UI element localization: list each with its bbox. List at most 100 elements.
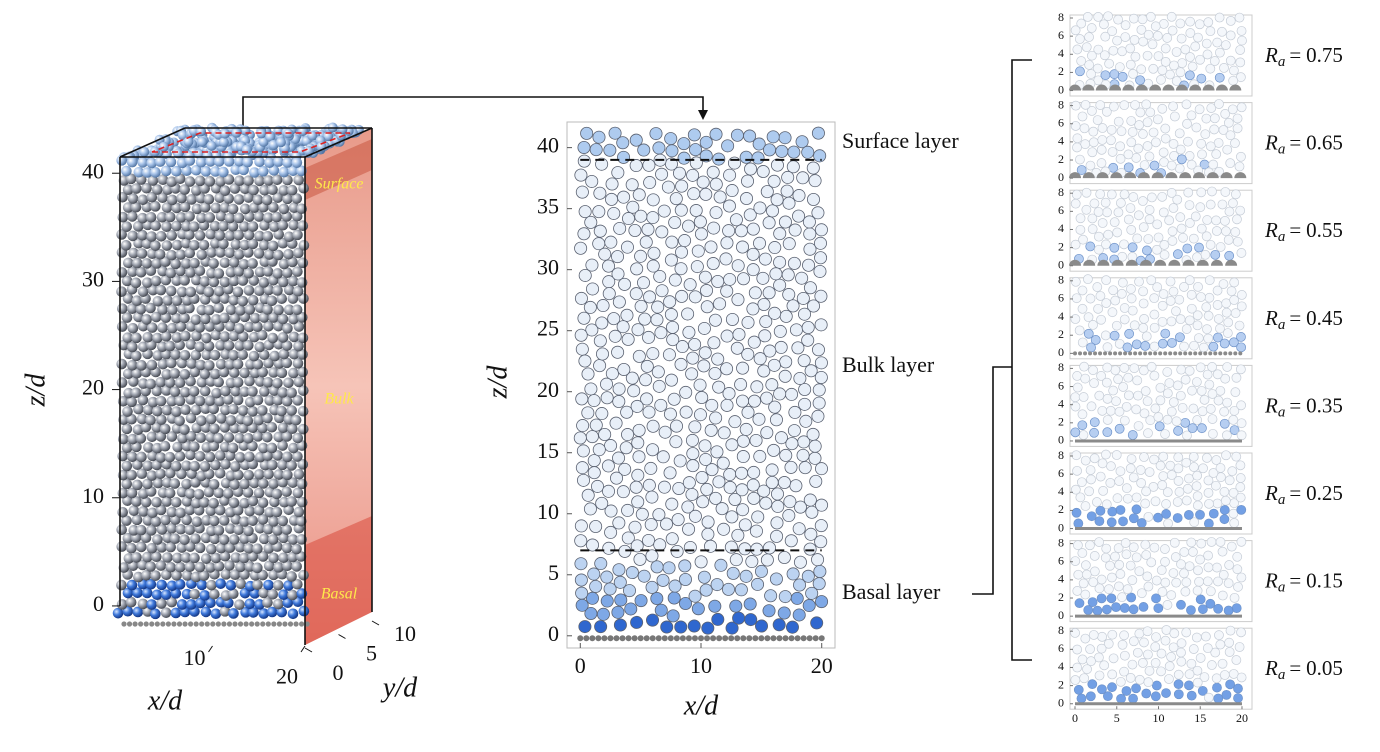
particle (1236, 332, 1246, 342)
particle (665, 532, 679, 546)
particle (1214, 630, 1224, 641)
particle (1207, 660, 1217, 670)
particle (1225, 625, 1236, 636)
x-tick-label: 10 (690, 653, 712, 678)
particle (1139, 452, 1149, 462)
particle (1188, 644, 1199, 654)
particle (145, 578, 157, 590)
particle (254, 469, 265, 480)
particle (1213, 603, 1223, 614)
particle (808, 451, 822, 465)
particle (262, 377, 274, 388)
base-particle (154, 621, 160, 627)
particle (121, 423, 133, 435)
particle (166, 431, 178, 442)
base-particle (649, 635, 656, 642)
symbol: R (1264, 43, 1278, 67)
bracket (972, 366, 1012, 595)
particle (1235, 492, 1246, 503)
particle (1166, 652, 1176, 662)
particle (1166, 406, 1177, 417)
particle (814, 318, 828, 332)
particle (1159, 249, 1170, 260)
base-bump (1213, 351, 1218, 356)
particle (804, 364, 818, 378)
particle (642, 405, 656, 419)
particle (156, 598, 167, 609)
particle (157, 265, 168, 277)
y-tick-label: 40 (537, 133, 559, 158)
particle (744, 162, 758, 176)
particle (587, 454, 601, 468)
particle (1105, 560, 1115, 571)
y-tick-label: 4 (1058, 484, 1064, 498)
particle (118, 562, 130, 573)
particle (1156, 74, 1166, 85)
particle (238, 552, 250, 564)
particle (1125, 203, 1136, 213)
particle (1155, 382, 1166, 393)
particle (696, 175, 710, 189)
base-particle (595, 635, 602, 642)
particle (117, 303, 128, 314)
particle (156, 414, 167, 425)
particle (1094, 244, 1104, 255)
particle (243, 175, 254, 186)
particle (1186, 537, 1197, 548)
particle (770, 158, 784, 172)
particle (1101, 449, 1111, 460)
particle (292, 358, 304, 369)
particle (265, 131, 276, 142)
particle (714, 558, 728, 572)
particle (291, 157, 303, 168)
particle (1089, 427, 1099, 438)
particle (621, 503, 635, 517)
symbol: R (1264, 393, 1278, 417)
particle (288, 331, 300, 343)
particle (650, 313, 664, 327)
particle (1128, 192, 1139, 202)
particle (141, 182, 152, 194)
particle (208, 258, 219, 269)
particle (1072, 465, 1082, 476)
particle (1205, 239, 1216, 250)
particle (1195, 54, 1205, 65)
particle (610, 471, 624, 485)
particle (743, 597, 757, 611)
particle (213, 156, 225, 167)
particle (1095, 189, 1106, 199)
particle (215, 542, 227, 554)
particle (1077, 420, 1088, 431)
particle (699, 452, 713, 466)
particle (593, 186, 607, 200)
particle (171, 275, 183, 286)
particle (1205, 598, 1216, 609)
particle (121, 478, 133, 490)
base-bump (1135, 84, 1148, 91)
particle (1203, 17, 1214, 28)
particle (751, 151, 765, 165)
particle (793, 578, 807, 592)
particle (741, 347, 755, 361)
particle (1200, 249, 1211, 260)
particle (197, 136, 208, 147)
particle (276, 405, 287, 417)
particle (675, 289, 689, 303)
particle (632, 423, 646, 437)
particle (283, 580, 294, 591)
particle (1149, 542, 1160, 553)
particle (1087, 106, 1097, 116)
particle (297, 332, 309, 344)
particle (1171, 306, 1181, 317)
particle (1168, 397, 1179, 408)
base-particle (182, 621, 188, 627)
particle (154, 156, 166, 167)
particle (1180, 44, 1191, 55)
relation: = (1289, 393, 1301, 417)
base-particle (698, 635, 704, 642)
particle (137, 286, 149, 297)
particle (1188, 403, 1199, 414)
particle (282, 597, 294, 609)
particle (609, 416, 623, 430)
particle (205, 562, 216, 573)
